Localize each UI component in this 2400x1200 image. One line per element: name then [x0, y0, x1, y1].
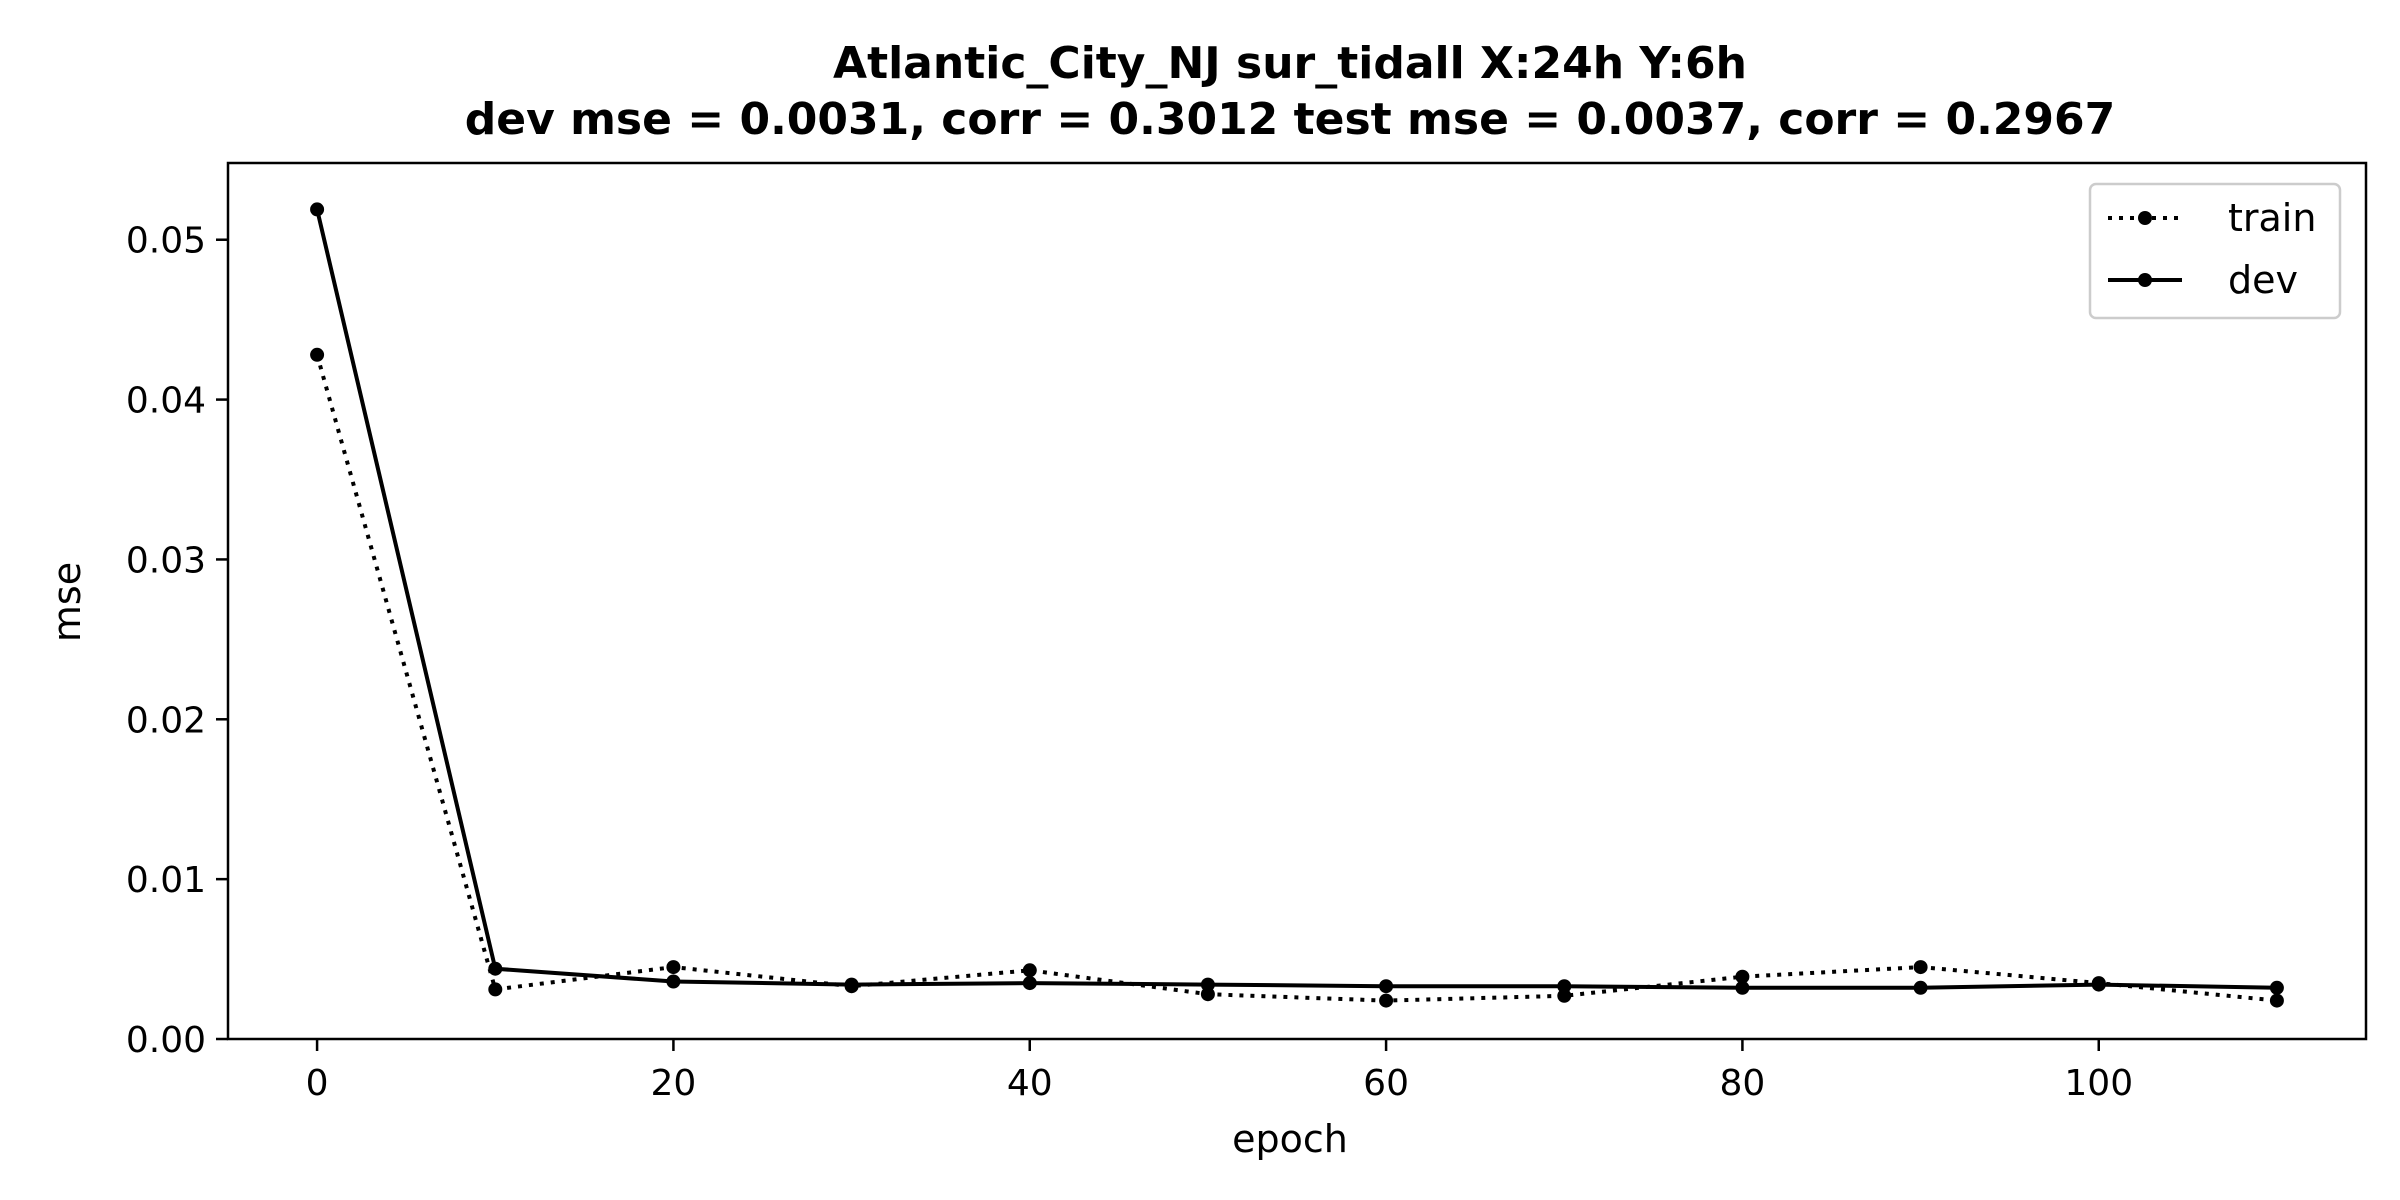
y-axis-label: mse — [45, 562, 89, 642]
series-dev-point — [1200, 977, 1215, 992]
chart-subtitle: dev mse = 0.0031, corr = 0.3012 test mse… — [465, 94, 2116, 145]
series-dev-point — [666, 974, 681, 989]
series-dev-point — [310, 202, 325, 217]
x-axis-ticks: 0 20 40 60 80 100 — [306, 1039, 2133, 1104]
y-tick-label: 0.04 — [126, 381, 206, 422]
y-tick-label: 0.01 — [126, 860, 206, 901]
y-tick-label: 0.00 — [126, 1020, 206, 1061]
series-dev-line — [315, 208, 2277, 990]
series-dev-point — [488, 961, 503, 976]
series-dev-point — [2269, 980, 2284, 995]
series-dev-point — [1022, 976, 1037, 991]
y-tick-label: 0.05 — [126, 221, 206, 262]
legend-train-label: train — [2228, 196, 2316, 240]
plot-frame — [226, 161, 2368, 1041]
legend: train dev — [2088, 182, 2342, 320]
series-train-point — [1557, 988, 1572, 1003]
legend-dev-marker — [2138, 273, 2152, 287]
y-axis-ticks: 0.00 0.01 0.02 0.03 0.04 0.05 — [126, 221, 228, 1061]
series-train-point — [488, 982, 503, 997]
y-tick-label: 0.03 — [126, 540, 206, 581]
series-dev-point — [1735, 980, 1750, 995]
chart-title: Atlantic_City_NJ sur_tidall X:24h Y:6h — [833, 38, 1747, 89]
x-tick-label: 100 — [2064, 1063, 2133, 1104]
legend-train-marker — [2138, 211, 2152, 225]
series-train-line — [315, 354, 2278, 1003]
series-dev-point — [1557, 979, 1572, 994]
series-dev-point — [2091, 977, 2106, 992]
series-train-point — [1379, 993, 1394, 1008]
x-tick-label: 0 — [306, 1063, 329, 1104]
series-train-point — [1022, 963, 1037, 978]
series-train-point — [2269, 993, 2284, 1008]
series-dev-point — [844, 977, 859, 992]
x-tick-label: 80 — [1720, 1063, 1766, 1104]
series-train-point — [666, 960, 681, 975]
series-train-point — [1200, 987, 1215, 1002]
plot-area — [310, 202, 2284, 1008]
x-axis-label: epoch — [1232, 1117, 1348, 1161]
series-train-point — [1735, 969, 1750, 984]
series-dev-point — [1379, 979, 1394, 994]
series-dev-point — [1913, 980, 1928, 995]
x-tick-label: 40 — [1007, 1063, 1053, 1104]
x-tick-label: 60 — [1363, 1063, 1409, 1104]
series-train-point — [310, 347, 325, 362]
x-tick-label: 20 — [651, 1063, 697, 1104]
legend-dev-label: dev — [2228, 258, 2298, 302]
series-train-point — [1913, 960, 1928, 975]
y-tick-label: 0.02 — [126, 700, 206, 741]
